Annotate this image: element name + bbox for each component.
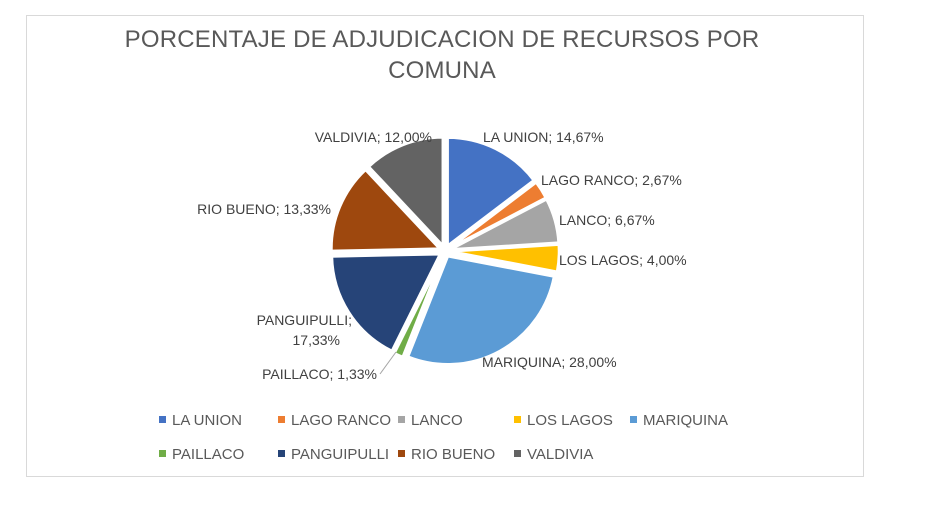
legend-swatch-mariquina [630,416,637,423]
data-label-rio-bueno: RIO BUENO; 13,33% [197,201,331,217]
legend-label-valdivia: VALDIVIA [527,446,594,463]
pie-slice-paillaco [392,255,444,359]
legend-item-lago-ranco: LAGO RANCO [278,412,391,429]
legend-item-rio-bueno: RIO BUENO [398,446,495,463]
legend-item-valdivia: VALDIVIA [514,446,593,463]
data-label-lago-ranco: LAGO RANCO; 2,67% [541,172,682,188]
legend-label-lago-ranco: LAGO RANCO [291,412,392,429]
chart-frame [26,15,864,477]
legend-swatch-rio-bueno [398,450,405,457]
legend-swatch-lago-ranco [278,416,285,423]
legend-label-la-union: LA UNION [172,412,243,429]
data-label-mariquina: MARIQUINA; 28,00% [482,354,617,370]
legend-label-rio-bueno: RIO BUENO [411,446,496,463]
legend-item-lanco: LANCO [398,412,463,429]
pie-slice-mariquina [406,254,556,366]
legend-item-la-union: LA UNION [159,412,242,429]
data-label-la-union: LA UNION; 14,67% [483,129,604,145]
leader-line-paillaco [379,351,397,375]
chart-title-line-2: COMUNA [388,57,496,84]
data-label-valdivia: VALDIVIA; 12,00% [315,129,432,145]
legend-item-los-lagos: LOS LAGOS [514,412,613,429]
pie-slice-lago-ranco [449,180,548,249]
legend-swatch-panguipulli [278,450,285,457]
chart-title: PORCENTAJE DE ADJUDICACION DE RECURSOS P… [0,24,884,86]
data-label-lanco: LANCO; 6,67% [559,212,655,228]
legend-item-panguipulli: PANGUIPULLI [278,446,389,463]
data-label-panguipulli: PANGUIPULLI; 17,33% [257,312,352,348]
legend-swatch-paillaco [159,450,166,457]
legend-label-lanco: LANCO [411,412,463,429]
legend-label-panguipulli: PANGUIPULLI [291,446,390,463]
pie-slice-rio-bueno [330,168,443,253]
legend-label-paillaco: PAILLACO [172,446,245,463]
legend-swatch-los-lagos [514,416,521,423]
chart-title-line-1: PORCENTAJE DE ADJUDICACION DE RECURSOS P… [124,26,760,53]
legend-swatch-lanco [398,416,405,423]
legend-item-paillaco: PAILLACO [159,446,244,463]
legend-label-los-lagos: LOS LAGOS [527,412,613,429]
pie-slice-valdivia [367,136,445,249]
legend-label-mariquina: MARIQUINA [643,412,729,429]
legend-swatch-la-union [159,416,166,423]
data-label-paillaco: PAILLACO; 1,33% [262,366,377,382]
pie-slice-la-union [446,136,536,249]
legend-swatch-valdivia [514,450,521,457]
pie-slice-los-lagos [450,243,561,274]
pie-slice-lanco [450,197,560,251]
legend-item-mariquina: MARIQUINA [630,412,728,429]
data-label-los-lagos: LOS LAGOS; 4,00% [559,252,687,268]
pie-slice-panguipulli [330,252,442,353]
